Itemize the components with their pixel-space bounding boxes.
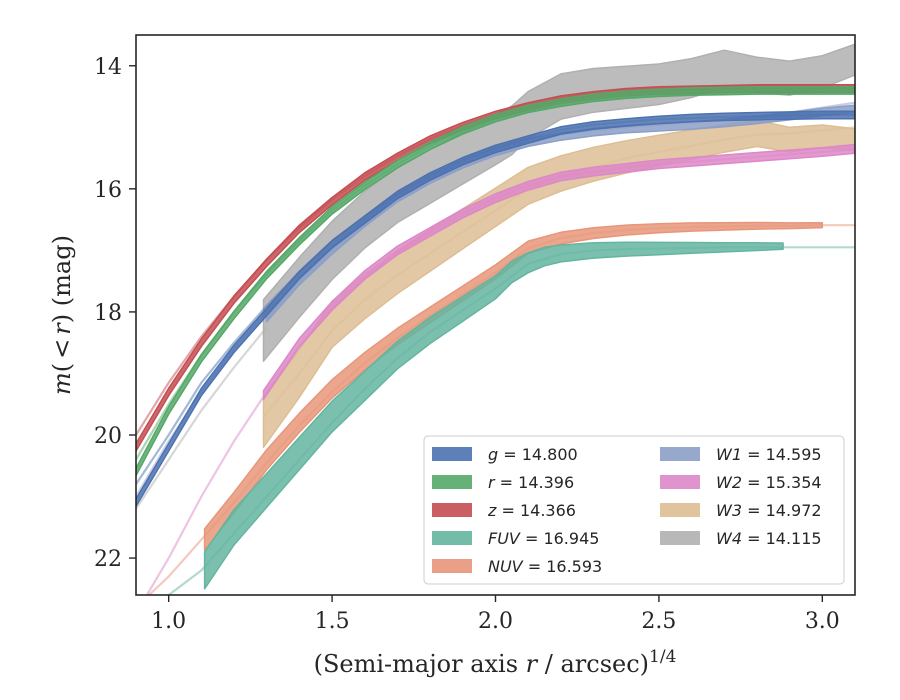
legend-label-w4: W4 = 14.115 — [716, 529, 822, 548]
x-tick-label: 1.0 — [151, 609, 186, 634]
legend-swatch-z — [432, 503, 472, 517]
legend-label-w1: W1 = 14.595 — [716, 445, 822, 464]
model-line-w4 — [136, 326, 268, 510]
series-fuv — [166, 241, 855, 595]
legend-swatch-nuv — [432, 559, 472, 573]
legend-entry-g: g = 14.800 — [432, 445, 578, 464]
legend-entry-r: r = 14.396 — [432, 473, 574, 492]
band-r — [136, 85, 855, 477]
band-fuv — [203, 241, 784, 590]
y-axis-label: m(<r) (mag) — [48, 235, 76, 395]
series-w2 — [145, 143, 855, 595]
y-axis: 14 16 18 20 22 — [94, 55, 136, 572]
legend: g = 14.800 r = 14.396 z = 14.366 FUV = 16.9… — [423, 435, 845, 585]
legend-swatch-fuv — [432, 531, 472, 545]
y-tick-label: 20 — [94, 424, 122, 449]
legend-entry-w2: W2 = 15.354 — [660, 473, 822, 492]
band-g — [136, 110, 855, 508]
legend-label-fuv: FUV = 16.945 — [488, 529, 599, 548]
legend-label-z: z = 14.366 — [487, 501, 576, 520]
band-w2 — [262, 143, 855, 401]
y-tick-label: 22 — [94, 547, 122, 572]
band-w3 — [262, 119, 855, 449]
legend-label-nuv: NUV = 16.593 — [488, 557, 602, 576]
x-tick-label: 3.0 — [805, 609, 840, 634]
legend-frame — [423, 435, 845, 585]
legend-swatch-g — [432, 447, 472, 461]
legend-entry-w3: W3 = 14.972 — [660, 501, 822, 520]
legend-label-w2: W2 = 15.354 — [716, 473, 822, 492]
x-tick-label: 2.0 — [478, 609, 513, 634]
series-r — [136, 85, 855, 477]
legend-entry-z: z = 14.366 — [432, 501, 576, 520]
x-axis: 1.0 1.5 2.0 2.5 3.0 — [151, 595, 840, 634]
band-z — [136, 84, 855, 452]
plot-area — [136, 43, 855, 595]
legend-swatch-w1 — [660, 447, 700, 461]
legend-entry-w1: W1 = 14.595 — [660, 445, 822, 464]
x-tick-label: 2.5 — [641, 609, 676, 634]
legend-entry-w4: W4 = 14.115 — [660, 529, 822, 548]
y-tick-label: 16 — [94, 178, 122, 203]
y-tick-label: 18 — [94, 301, 122, 326]
legend-label-r: r = 14.396 — [488, 473, 574, 492]
legend-swatch-r — [432, 475, 472, 489]
legend-label-g: g = 14.800 — [488, 445, 578, 464]
x-tick-label: 1.5 — [315, 609, 350, 634]
legend-swatch-w3 — [660, 503, 700, 517]
y-tick-label: 14 — [94, 55, 122, 80]
legend-label-w3: W3 = 14.972 — [716, 501, 822, 520]
series-g — [136, 110, 855, 508]
legend-swatch-w2 — [660, 475, 700, 489]
legend-swatch-w4 — [660, 531, 700, 545]
legend-entry-nuv: NUV = 16.593 — [432, 557, 602, 576]
x-axis-label: (Semi-major axis r / arcsec)1/4 — [314, 647, 677, 678]
legend-entry-fuv: FUV = 16.945 — [432, 529, 599, 548]
